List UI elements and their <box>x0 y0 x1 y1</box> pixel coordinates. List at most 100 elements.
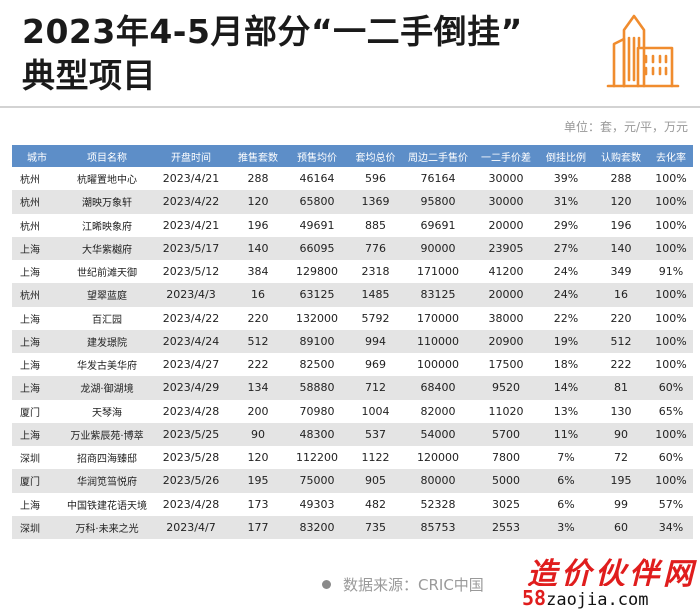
column-header: 去化率 <box>649 145 693 167</box>
table-cell: 世纪前滩天御 <box>77 268 137 280</box>
table-cell: 24% <box>539 283 593 307</box>
table-cell: 建发璟院 <box>62 329 152 353</box>
table-cell: 华润笕筜悦府 <box>62 469 152 493</box>
table-cell: 712 <box>348 376 403 400</box>
table-cell: 中国铁建花语天境 <box>67 500 147 512</box>
table-cell: 171000 <box>417 265 459 279</box>
table-cell: 76164 <box>420 172 456 186</box>
table-cell: 2023/4/24 <box>152 329 230 353</box>
table-cell: 596 <box>365 172 386 186</box>
table-cell: 177 <box>230 515 286 539</box>
table-cell: 万业紫辰苑·博萃 <box>62 422 152 446</box>
table-cell: 杭州 <box>12 190 62 214</box>
table-cell: 120 <box>593 190 649 214</box>
table-row: 上海 华发古美华府 2023/4/27 222 82500 969 100000 17500 1… <box>12 353 693 376</box>
table-cell: 上海 <box>12 329 62 353</box>
page-title: 2023年4-5月部分“一二手倒挂” 典型项目 <box>22 10 582 98</box>
table-cell: 85753 <box>403 515 473 539</box>
table-cell: 220 <box>247 311 269 325</box>
table-cell: 60% <box>658 451 684 465</box>
table-cell: 735 <box>348 515 403 539</box>
table-cell: 72 <box>614 451 628 465</box>
table-cell: 望翠蓝庭 <box>62 283 152 307</box>
table-cell: 杭州 <box>12 283 62 307</box>
table-cell: 90000 <box>403 236 473 260</box>
table-cell: 11% <box>539 422 593 446</box>
table-cell: 60 <box>593 515 649 539</box>
table-cell: 5792 <box>361 311 390 325</box>
table-cell: 2023/5/26 <box>152 469 230 493</box>
table-cell: 885 <box>365 218 386 232</box>
table-cell: 969 <box>365 358 386 372</box>
table-cell: 22% <box>553 311 579 325</box>
table-cell: 512 <box>230 329 286 353</box>
table-row: 杭州 江晞映象府 2023/4/21 196 49691 885 69691 20000 29%… <box>12 214 693 237</box>
table-cell: 7800 <box>492 451 520 465</box>
table-cell: 2023/4/22 <box>152 190 230 214</box>
table-cell: 厦门 <box>12 469 62 493</box>
table-cell: 110000 <box>403 329 473 353</box>
column-header: 周边二手售价 <box>403 145 473 167</box>
buildings-icon <box>602 8 684 95</box>
table-cell: 222 <box>610 358 632 372</box>
table-row: 上海 万业紫辰苑·博萃 2023/5/25 90 48300 537 54000 5700 11… <box>12 422 693 446</box>
watermark-url: 58zaojia.com <box>520 586 651 610</box>
table-cell: 68400 <box>403 376 473 400</box>
table-cell: 41200 <box>488 265 524 279</box>
table-cell: 195 <box>593 469 649 493</box>
table-cell: 16 <box>230 283 286 307</box>
title-line-2: 典型项目 <box>22 56 156 95</box>
table-cell: 91% <box>658 265 684 279</box>
table-cell: 2023/5/25 <box>152 422 230 446</box>
table-cell: 100% <box>649 236 693 260</box>
table-cell: 100% <box>649 329 693 353</box>
table-cell: 2023/5/12 <box>162 265 220 279</box>
table-cell: 120 <box>247 451 269 465</box>
table-cell: 38000 <box>488 311 524 325</box>
table-cell: 57% <box>658 497 684 511</box>
table-cell: 70980 <box>299 404 335 418</box>
table-cell: 75000 <box>286 469 348 493</box>
table-cell: 龙湖·御湖境 <box>62 376 152 400</box>
table-cell: 349 <box>610 265 632 279</box>
table-cell: 11020 <box>488 404 524 418</box>
table-cell: 万科·未来之光 <box>62 515 152 539</box>
data-source: 数据来源：CRIC中国 <box>322 574 484 595</box>
table-cell: 69691 <box>420 218 456 232</box>
column-header: 认购套数 <box>593 145 649 167</box>
table-cell: 潮映万象轩 <box>62 190 152 214</box>
table-cell: 39% <box>553 172 579 186</box>
table-cell: 上海 <box>12 376 62 400</box>
table-cell: 100% <box>649 422 693 446</box>
table-cell: 20900 <box>473 329 539 353</box>
table-cell: 杭州 <box>20 221 40 233</box>
table-cell: 2318 <box>361 265 390 279</box>
table-cell: 196 <box>247 218 269 232</box>
table-cell: 81 <box>593 376 649 400</box>
table-cell: 招商四海臻邸 <box>77 454 137 466</box>
table-cell: 上海 <box>12 422 62 446</box>
table-cell: 1004 <box>361 404 390 418</box>
table-cell: 百汇园 <box>92 314 122 326</box>
table-cell: 173 <box>247 497 269 511</box>
table-row: 上海 世纪前滩天御 2023/5/12 384 129800 2318 171000 4120… <box>12 260 693 283</box>
table-cell: 132000 <box>296 311 338 325</box>
table-cell: 天琴海 <box>92 407 122 419</box>
table-cell: 3% <box>539 515 593 539</box>
table-cell: 6% <box>557 497 575 511</box>
table-cell: 34% <box>649 515 693 539</box>
table-cell: 2023/4/28 <box>162 404 220 418</box>
table-cell: 24% <box>553 265 579 279</box>
table-cell: 120 <box>230 190 286 214</box>
table-cell: 30000 <box>473 190 539 214</box>
table-row: 上海 龙湖·御湖境 2023/4/29 134 58880 712 68400 9520 14%… <box>12 376 693 400</box>
table-cell: 195 <box>230 469 286 493</box>
table-cell: 3025 <box>492 497 520 511</box>
table-cell: 2023/4/22 <box>162 311 220 325</box>
table-cell: 60% <box>649 376 693 400</box>
table-cell: 1485 <box>348 283 403 307</box>
table-cell: 27% <box>539 236 593 260</box>
table-cell: 9520 <box>473 376 539 400</box>
table-row: 杭州 潮映万象轩 2023/4/22 120 65800 1369 95800 30000 31… <box>12 190 693 214</box>
column-header: 预售均价 <box>286 145 348 167</box>
